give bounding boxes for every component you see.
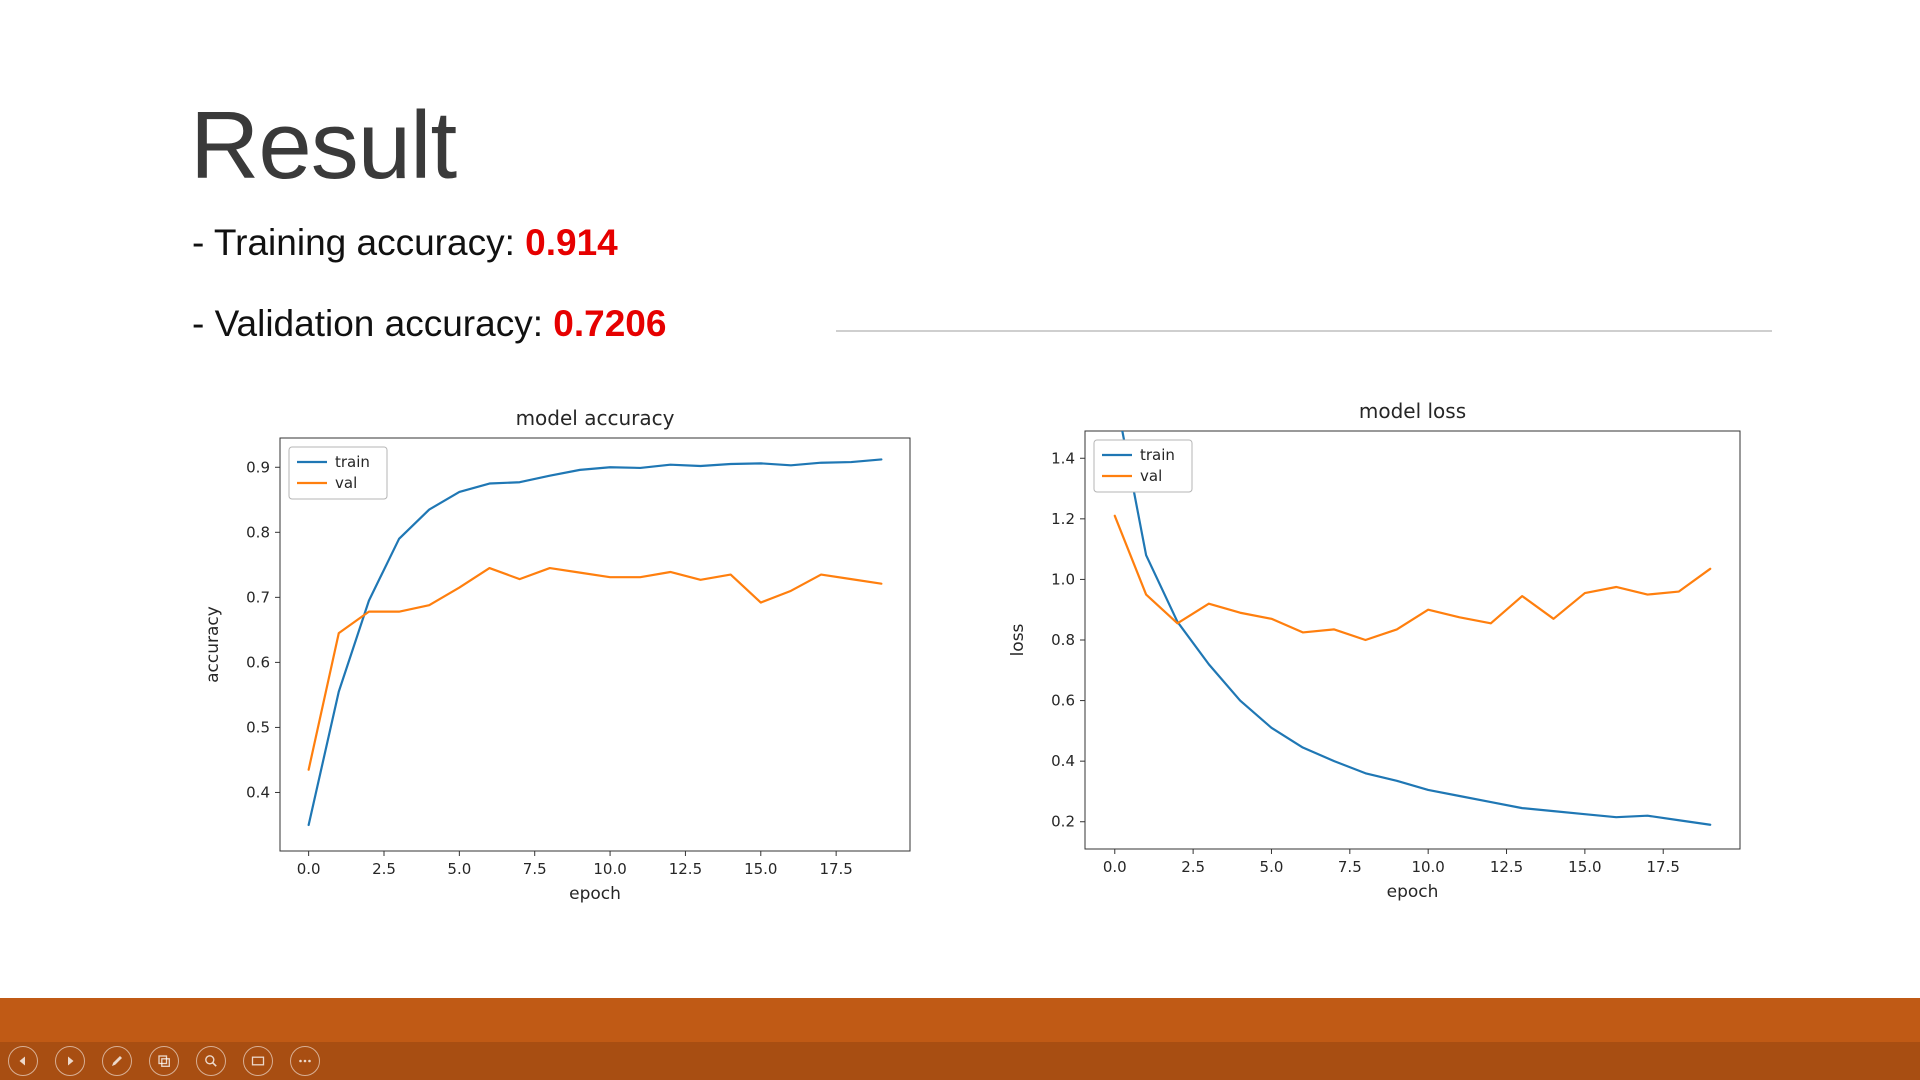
legend-label-train: train [335,453,370,471]
slide-footer-band [0,998,1920,1042]
zoom-button[interactable] [196,1046,226,1076]
model-loss-chart: 0.0 2.5 5.0 7.5 10.0 12.5 15.0 17.5 0.2 0.4 0.6 0.8… [1008,399,1741,902]
train-line [307,458,883,827]
captions-icon [251,1056,265,1066]
toolbar-strip [0,1042,1920,1080]
x-tick-label: 15.0 [744,860,777,878]
legend-label-train: train [1140,446,1175,464]
next-slide-icon [68,1056,74,1066]
y-tick-label: 1.0 [1051,570,1075,588]
x-tick-label: 7.5 [523,860,547,878]
see-all-slides-icon [158,1055,170,1067]
y-tick-label: 0.8 [246,523,270,541]
plot-box [1084,430,1741,850]
x-tick-label: 12.5 [669,860,702,878]
captions-button[interactable] [243,1046,273,1076]
divider-line [836,330,1772,332]
validation-accuracy-line: - Validation accuracy: 0.7206 [192,303,666,345]
x-tick-label: 7.5 [1338,858,1362,876]
y-axis-label: accuracy [203,606,223,683]
y-tick-label: 0.4 [246,783,270,801]
x-tick-label: 17.5 [819,860,852,878]
y-tick-label: 1.4 [1051,449,1075,467]
y-tick-label: 0.6 [246,653,270,671]
y-axis-label: loss [1008,623,1028,656]
x-tick-label: 5.0 [1260,858,1284,876]
legend [288,446,388,500]
x-tick-label: 2.5 [372,860,396,878]
x-tick-label: 0.0 [1103,858,1127,876]
y-tick-label: 0.5 [246,718,270,736]
previous-slide-icon [19,1056,25,1066]
y-tick-label: 1.2 [1051,510,1075,528]
x-tick-label: 2.5 [1181,858,1205,876]
previous-slide-button[interactable] [8,1046,38,1076]
see-all-slides-button[interactable] [149,1046,179,1076]
legend-label-val: val [335,474,357,492]
x-tick-label: 10.0 [593,860,626,878]
plot-box [279,437,911,852]
y-tick-label: 0.8 [1051,631,1075,649]
y-tick-label: 0.9 [246,458,270,476]
train-line [1121,431,1712,826]
y-tick-label: 0.2 [1051,813,1075,831]
more-options-button[interactable] [290,1046,320,1076]
x-axis-label: epoch [569,884,621,904]
more-options-icon [299,1059,311,1063]
y-tick-label: 0.6 [1051,692,1075,710]
training-accuracy-line: - Training accuracy: 0.914 [192,222,618,264]
y-tick-label: 0.4 [1051,752,1075,770]
pen-icon [112,1056,122,1066]
zoom-icon [205,1055,217,1067]
x-tick-label: 0.0 [297,860,321,878]
y-tick-label: 0.7 [246,588,270,606]
presenter-toolbar [8,1046,337,1076]
validation-accuracy-value: 0.7206 [553,303,667,344]
x-tick-label: 15.0 [1568,858,1601,876]
legend [1093,439,1193,493]
next-slide-button[interactable] [55,1046,85,1076]
training-accuracy-label: - Training accuracy: [192,222,526,263]
x-tick-label: 5.0 [447,860,471,878]
validation-accuracy-label: - Validation accuracy: [192,303,554,344]
x-tick-label: 10.0 [1411,858,1444,876]
x-axis-label: epoch [1387,882,1439,902]
pen-button[interactable] [102,1046,132,1076]
val-line [307,566,883,771]
training-accuracy-value: 0.914 [525,222,618,263]
x-tick-label: 17.5 [1647,858,1680,876]
slide-title: Result [190,92,457,199]
model-accuracy-chart: 0.0 2.5 5.0 7.5 10.0 12.5 15.0 17.5 0.4 0.5 0.6 0.7… [203,406,911,904]
chart-title: model accuracy [516,406,675,430]
legend-label-val: val [1140,467,1162,485]
chart-title: model loss [1359,399,1466,423]
val-line [1113,514,1712,642]
x-tick-label: 12.5 [1490,858,1523,876]
